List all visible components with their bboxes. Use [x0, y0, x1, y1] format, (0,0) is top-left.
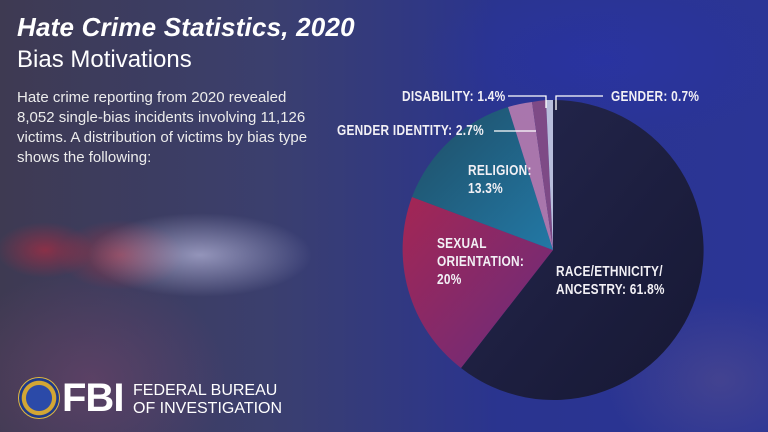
slice-religion — [412, 107, 553, 250]
label-religion-name: RELIGION: — [468, 163, 532, 179]
description-text: Hate crime reporting from 2020 revealed … — [17, 89, 308, 166]
label-sexual-value: 20% — [437, 272, 462, 288]
agency-name: FEDERAL BUREAU OF INVESTIGATION — [133, 382, 282, 418]
label-race: RACE/ETHNICITY/ ANCESTRY: 61.8% — [556, 263, 665, 299]
agency-line2: OF INVESTIGATION — [133, 400, 283, 417]
fbi-logo-text: FBI — [62, 376, 124, 420]
slice-gender-identity — [508, 102, 553, 250]
label-gender: GENDER: 0.7% — [611, 89, 700, 105]
leader-lines — [494, 95, 603, 132]
label-sexual-line2: ORIENTATION: — [437, 254, 525, 270]
label-religion: RELIGION: 13.3% — [468, 162, 532, 198]
slice-sexual-orientation — [402, 197, 553, 368]
page-subtitle: Bias Motivations — [17, 46, 192, 73]
slice-gender — [546, 99, 553, 250]
label-gender-identity: GENDER IDENTITY: 2.7% — [337, 123, 484, 139]
label-disability: DISABILITY: 1.4% — [402, 89, 506, 105]
label-sexual-orientation: SEXUAL ORIENTATION: 20% — [437, 235, 524, 289]
slice-race — [461, 99, 704, 400]
agency-line1: FEDERAL BUREAU — [133, 382, 278, 399]
label-race-line2: ANCESTRY: 61.8% — [556, 282, 665, 298]
fbi-seal-icon — [18, 377, 60, 419]
page-title: Hate Crime Statistics, 2020 — [17, 12, 355, 42]
label-race-line1: RACE/ETHNICITY/ — [556, 264, 663, 280]
label-sexual-line1: SEXUAL — [437, 236, 487, 252]
pie-slices — [402, 99, 704, 400]
label-religion-value: 13.3% — [468, 181, 503, 197]
